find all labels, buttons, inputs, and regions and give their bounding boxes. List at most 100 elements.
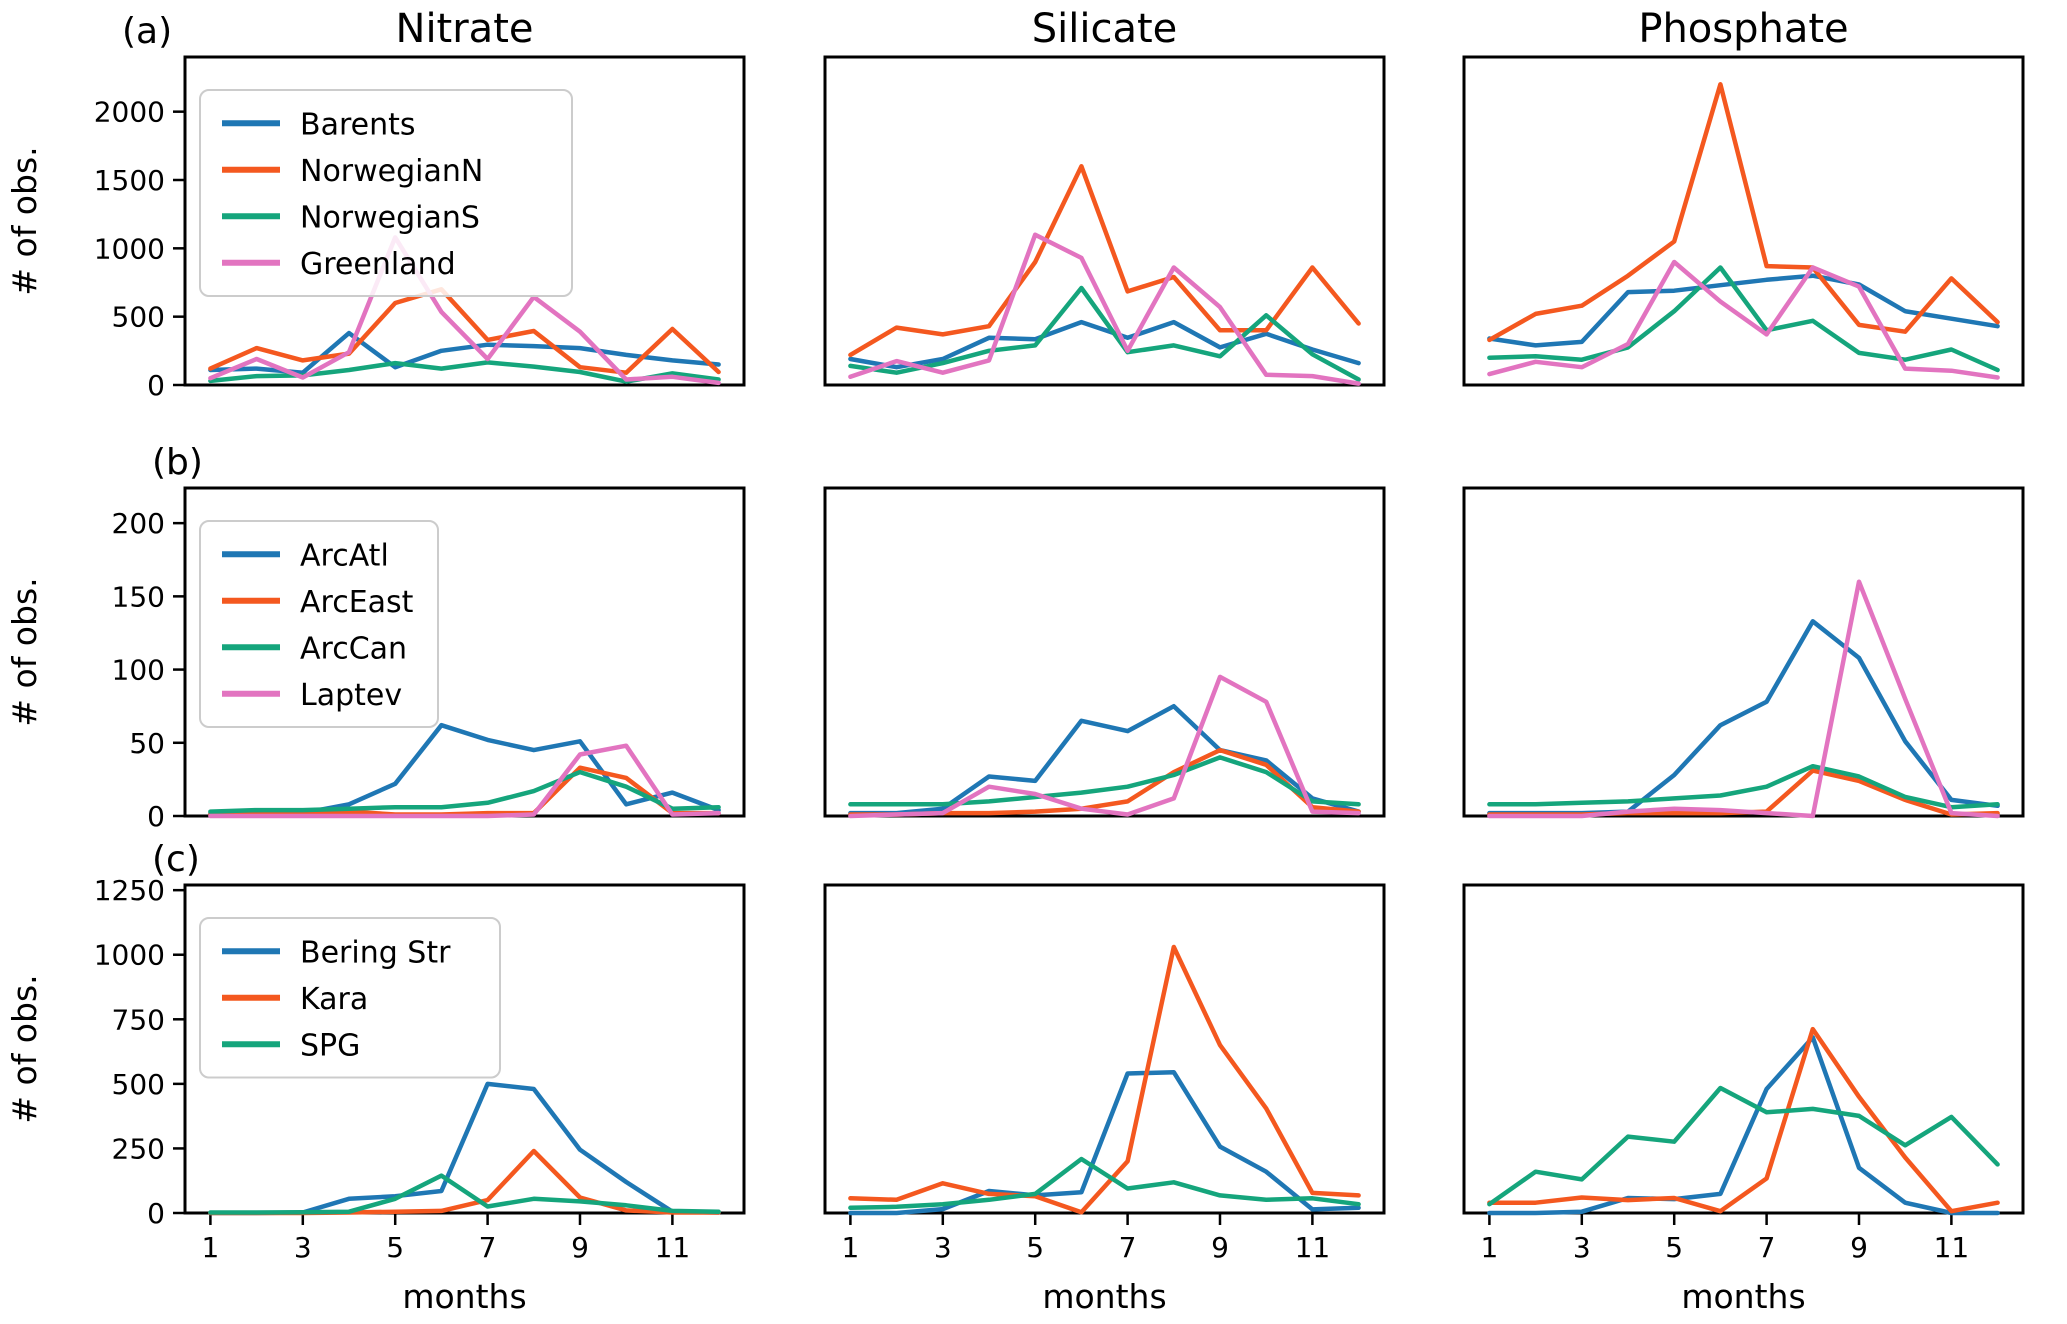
panel-border	[183, 883, 746, 1215]
panel-a-silicate	[823, 55, 1386, 387]
series-line-norwegians	[1487, 265, 2000, 373]
y-tick-label: 150	[112, 580, 165, 613]
panel-border	[1462, 486, 2025, 818]
legend-label-spg: SPG	[300, 1028, 360, 1063]
x-tick-label: 3	[294, 1231, 312, 1264]
series-line-barents	[848, 319, 1361, 370]
series-line-laptev	[1487, 579, 2000, 819]
y-tick-label: 0	[147, 800, 165, 833]
legend-c: Bering Str Kara SPG	[199, 917, 501, 1079]
row-label-b: (b)	[152, 442, 203, 483]
legend-a: Barents NorwegianN NorwegianS Greenland	[199, 89, 573, 297]
legend-label-kara: Kara	[300, 982, 368, 1017]
x-axis-label-phosphate: months	[1681, 1277, 1805, 1316]
series-line-bering-str	[1487, 1035, 2000, 1216]
panel-border	[823, 883, 1386, 1215]
x-tick-label: 7	[1119, 1231, 1137, 1264]
panel-c-phosphate: 1 3 5 7 9 11 months	[1462, 883, 2025, 1316]
x-tick-label: 11	[1934, 1231, 1970, 1264]
series-line-greenland	[208, 235, 721, 386]
legend-label-laptev: Laptev	[300, 678, 402, 713]
y-tick-label: 500	[112, 301, 165, 334]
y-tick-label: 1250	[94, 874, 165, 907]
x-tick-label: 7	[479, 1231, 497, 1264]
panel-c-nitrate: 0 250 500 750 1000 1250 1 3 5 7 9 11 months Bering St…	[94, 874, 746, 1316]
series-line-norwegiann	[1487, 82, 2000, 343]
x-tick-label: 5	[386, 1231, 404, 1264]
panel-c-silicate: 1 3 5 7 9 11 months	[823, 883, 1386, 1316]
panel-border	[1462, 55, 2025, 387]
legend-box	[199, 917, 501, 1079]
legend-label-norwegiann: NorwegianN	[300, 154, 483, 189]
legend-box	[199, 520, 439, 728]
y-axis-label-row-b: # of obs.	[5, 577, 44, 726]
series-line-arccan	[208, 769, 721, 814]
series-line-arcatl	[848, 703, 1361, 816]
series-line-laptev	[848, 674, 1361, 819]
x-tick-label: 9	[571, 1231, 589, 1264]
column-title-silicate: Silicate	[1032, 6, 1178, 52]
y-tick-label: 750	[112, 1003, 165, 1036]
legend-label-norwegians: NorwegianS	[300, 200, 480, 235]
series-line-spg	[1487, 1085, 2000, 1207]
legend-label-arceast: ArcEast	[300, 585, 414, 620]
x-tick-label: 5	[1665, 1231, 1683, 1264]
series-line-kara	[848, 944, 1361, 1215]
x-tick-label: 1	[841, 1231, 859, 1264]
y-tick-label: 1000	[94, 232, 165, 265]
x-tick-label: 11	[655, 1231, 691, 1264]
series-line-spg	[848, 1156, 1361, 1211]
y-tick-label: 2000	[94, 96, 165, 129]
panel-a-nitrate: 0 500 1000 1500 2000 Barents NorwegianN Norwegi…	[94, 55, 746, 402]
y-tick-label: 500	[112, 1068, 165, 1101]
y-axis-label-row-a: # of obs.	[5, 146, 44, 295]
legend-label-bering-str: Bering Str	[300, 935, 451, 970]
y-tick-label: 1500	[94, 164, 165, 197]
x-tick-label: 1	[201, 1231, 219, 1264]
row-label-c: (c)	[152, 839, 200, 880]
series-line-kara	[208, 1148, 721, 1216]
series-line-arccan	[848, 755, 1361, 807]
row-label-a: (a)	[122, 11, 172, 52]
legend-b: ArcAtl ArcEast ArcCan Laptev	[199, 520, 439, 728]
series-line-arcatl	[1487, 619, 2000, 816]
legend-label-barents: Barents	[300, 107, 416, 142]
series-line-norwegians	[848, 285, 1361, 382]
series-line-arceast	[208, 765, 721, 817]
panel-border	[823, 486, 1386, 818]
legend-box	[199, 89, 573, 297]
y-tick-label: 100	[112, 654, 165, 687]
y-axis-label-row-c: # of obs.	[5, 974, 44, 1123]
column-title-phosphate: Phosphate	[1638, 6, 1848, 52]
x-tick-label: 7	[1758, 1231, 1776, 1264]
series-line-norwegiann	[208, 287, 721, 375]
x-tick-label: 9	[1850, 1231, 1868, 1264]
x-tick-label: 1	[1480, 1231, 1498, 1264]
series-line-arccan	[1487, 763, 2000, 810]
x-tick-label: 5	[1026, 1231, 1044, 1264]
y-tick-label: 250	[112, 1132, 165, 1165]
series-line-greenland	[1487, 259, 2000, 380]
y-tick-label: 1000	[94, 939, 165, 972]
panel-b-nitrate: 0 50 100 150 200 ArcAtl ArcEast ArcCan Laptev	[112, 486, 746, 833]
panel-border	[823, 55, 1386, 387]
panel-a-phosphate	[1462, 55, 2025, 387]
x-tick-label: 3	[934, 1231, 952, 1264]
y-tick-label: 50	[129, 727, 165, 760]
series-line-kara	[1487, 1026, 2000, 1214]
legend-label-arccan: ArcCan	[300, 631, 407, 666]
panel-border	[183, 55, 746, 387]
x-tick-label: 11	[1295, 1231, 1331, 1264]
y-tick-label: 0	[147, 1197, 165, 1230]
panel-border	[1462, 883, 2025, 1215]
series-line-laptev	[208, 743, 721, 819]
x-tick-label: 3	[1573, 1231, 1591, 1264]
series-line-spg	[208, 1173, 721, 1215]
column-title-nitrate: Nitrate	[396, 6, 534, 52]
legend-label-arcatl: ArcAtl	[300, 538, 389, 573]
legend-label-greenland: Greenland	[300, 247, 456, 282]
y-tick-label: 200	[112, 507, 165, 540]
x-axis-label-silicate: months	[1042, 1277, 1166, 1316]
